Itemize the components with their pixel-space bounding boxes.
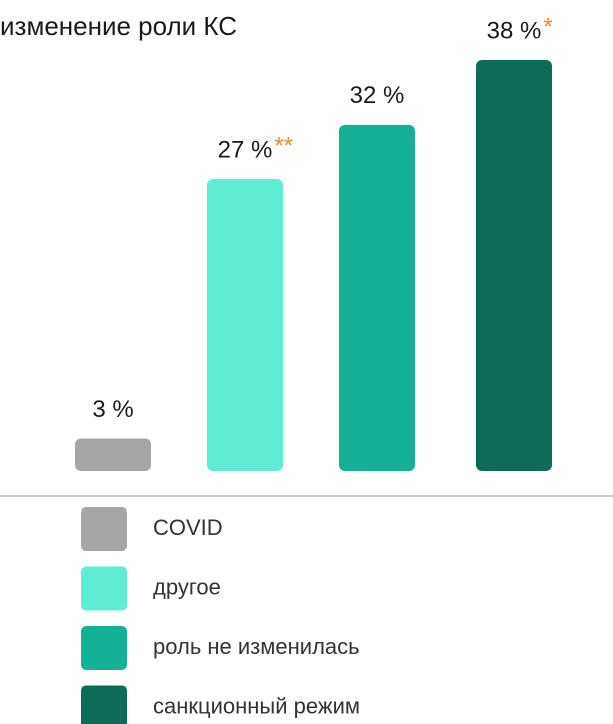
legend-swatch [81,566,127,611]
value-label: 3 % [92,396,133,423]
legend-label: роль не изменилась [153,634,360,659]
footnote-mark: * [543,13,552,40]
value-label: 27 % [218,136,273,163]
bar [339,124,415,471]
legend-label: санкционный режим [153,693,360,718]
legend-swatch [81,685,127,724]
value-label: 38 % [487,17,542,44]
legend-label: COVID [153,515,223,540]
bar [75,438,151,471]
legend-swatch [81,626,127,670]
chart-title: изменение роли КС [0,11,237,41]
legend-swatch [81,507,127,551]
bar [476,60,552,471]
bar [207,178,283,471]
footnote-mark: ** [274,132,293,159]
value-label: 32 % [350,82,405,109]
legend-label: другое [153,574,221,599]
